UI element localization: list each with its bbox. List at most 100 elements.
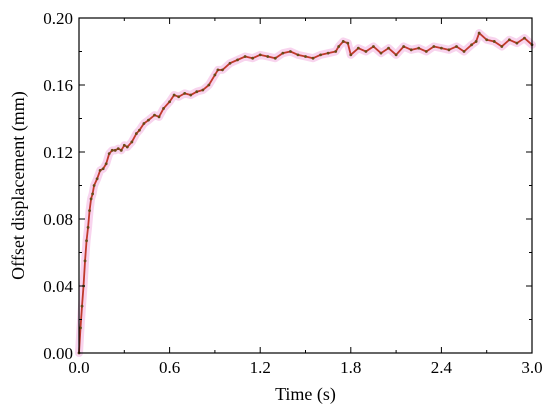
plot-frame	[78, 17, 533, 354]
data-point	[424, 50, 428, 53]
y-tick-label: 0.08	[43, 210, 73, 229]
data-point	[86, 225, 90, 229]
data-point	[281, 51, 285, 55]
y-axis: 0.00 0.04 0.08 0.12 0.16 0.20	[43, 9, 532, 363]
data-point	[95, 177, 99, 181]
data-point	[372, 45, 375, 48]
data-point	[98, 169, 102, 172]
data-point	[83, 259, 87, 263]
data-point	[153, 113, 156, 117]
data-point	[168, 100, 172, 104]
data-point	[195, 90, 199, 94]
data-point	[216, 68, 220, 72]
data-point	[417, 46, 421, 50]
data-point	[110, 148, 114, 152]
data-point	[304, 55, 307, 58]
data-point	[455, 45, 458, 48]
data-point	[289, 50, 292, 53]
data-point	[134, 132, 138, 135]
data-point	[125, 145, 129, 149]
data-point	[116, 147, 120, 151]
series-line	[78, 32, 533, 354]
data-point	[474, 40, 478, 43]
data-point	[221, 68, 224, 72]
data-point	[387, 46, 390, 50]
data-point	[364, 50, 368, 53]
data-point	[91, 192, 94, 196]
series-error-band	[75, 29, 536, 357]
data-point	[337, 45, 341, 48]
data-point	[201, 88, 205, 92]
data-point	[515, 41, 519, 45]
data-point	[162, 107, 165, 110]
data-point	[470, 43, 473, 47]
data-point	[334, 50, 338, 53]
data-point	[311, 56, 315, 60]
data-point	[243, 55, 247, 58]
data-point	[440, 46, 443, 50]
data-point	[119, 148, 123, 152]
x-axis: 0.0 0.6 1.2 1.8 2.4 3.0	[68, 18, 543, 377]
data-point	[349, 53, 353, 57]
data-point	[183, 91, 187, 95]
data-point	[92, 184, 96, 187]
x-tick-label: 1.2	[250, 358, 271, 377]
data-point	[79, 326, 82, 330]
y-tick-label: 0.20	[43, 9, 73, 28]
y-tick-label: 0.12	[43, 143, 73, 162]
data-point	[379, 51, 383, 55]
x-tick-label: 0.0	[68, 358, 89, 377]
data-point	[213, 73, 217, 77]
data-point	[80, 304, 84, 308]
data-point	[346, 41, 350, 45]
data-point	[147, 118, 150, 122]
data-point	[258, 53, 262, 57]
data-point	[189, 93, 193, 97]
data-point	[107, 152, 111, 156]
data-point	[507, 38, 511, 42]
data-point	[104, 162, 108, 166]
data-point	[113, 148, 117, 152]
data-point	[432, 45, 436, 48]
x-axis-title: Time (s)	[275, 384, 336, 405]
data-point	[228, 61, 232, 65]
data-point	[523, 36, 526, 40]
data-point	[492, 40, 496, 43]
data-point	[88, 209, 91, 213]
band-layer	[75, 29, 536, 357]
data-point	[157, 115, 161, 119]
data-point	[485, 38, 489, 42]
data-point	[477, 31, 481, 35]
data-point	[266, 55, 270, 58]
data-point	[296, 53, 300, 57]
data-point	[409, 48, 413, 52]
y-tick-label: 0.00	[43, 344, 73, 363]
x-tick-label: 0.6	[159, 358, 180, 377]
series-layer	[77, 31, 534, 355]
data-point	[500, 45, 504, 48]
data-point	[251, 56, 255, 60]
data-point	[356, 46, 360, 50]
data-point	[462, 50, 466, 53]
data-point	[341, 40, 345, 43]
data-point	[122, 143, 126, 147]
data-point	[273, 56, 277, 60]
data-point	[447, 48, 451, 52]
y-axis-title: Offset displacement (mm)	[8, 91, 29, 280]
data-point	[326, 51, 330, 55]
data-point	[89, 197, 93, 201]
data-point	[130, 140, 134, 144]
data-point	[402, 45, 406, 48]
data-point	[207, 83, 211, 87]
data-point	[85, 239, 88, 243]
data-point	[142, 122, 146, 125]
x-tick-label: 3.0	[521, 358, 542, 377]
y-tick-label: 0.04	[43, 277, 73, 296]
data-point	[394, 53, 398, 57]
data-point	[101, 167, 105, 171]
data-point	[177, 95, 181, 99]
data-point	[172, 93, 176, 97]
data-point	[319, 53, 322, 57]
data-point	[138, 128, 141, 132]
